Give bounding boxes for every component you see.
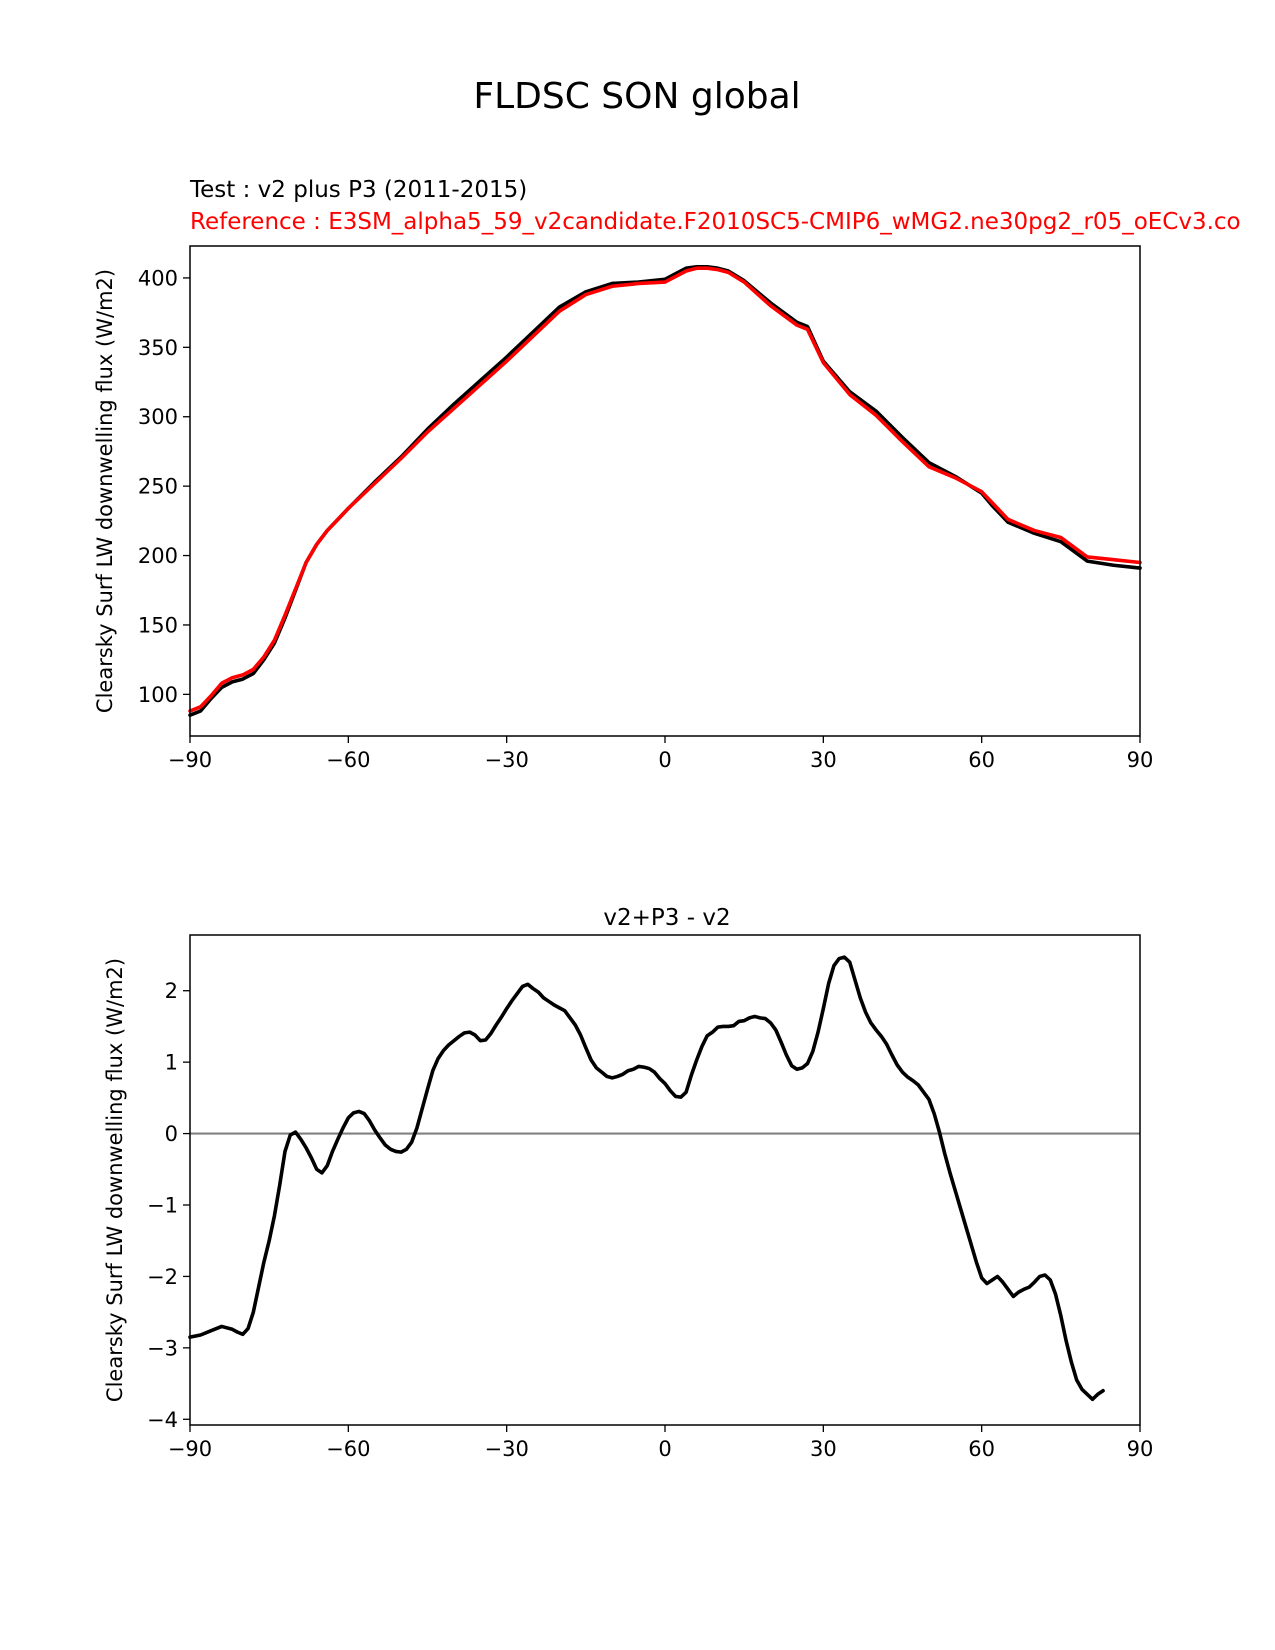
x-tick-label: 90 [1127, 748, 1154, 772]
reference-label: Reference : E3SM_alpha5_59_v2candidate.F… [190, 209, 1241, 235]
y-tick-label: −2 [147, 1265, 178, 1289]
x-tick-label: 0 [658, 1437, 671, 1461]
x-tick-label: 60 [968, 1437, 995, 1461]
y-tick-label: 0 [165, 1122, 178, 1146]
top-y-axis-label: Clearsky Surf LW downwelling flux (W/m2) [93, 269, 117, 713]
top-axes-frame [189, 245, 1141, 737]
top-chart: Test : v2 plus P3 (2011-2015) Reference … [93, 177, 1241, 772]
x-tick-label: 30 [810, 748, 837, 772]
y-tick-label: 100 [138, 683, 178, 707]
y-tick-label: −3 [147, 1336, 178, 1360]
x-tick-label: 30 [810, 1437, 837, 1461]
bottom-chart-title: v2+P3 - v2 [603, 905, 730, 931]
x-tick-label: 0 [658, 748, 671, 772]
y-tick-label: −4 [147, 1408, 178, 1432]
bottom-y-axis-label: Clearsky Surf LW downwelling flux (W/m2) [103, 958, 127, 1402]
x-tick-label: −60 [326, 748, 370, 772]
test-label: Test : v2 plus P3 (2011-2015) [189, 177, 527, 203]
x-tick-label: −30 [485, 748, 529, 772]
top-ticks: −90 −60 −30 0 30 60 90 100 150 200 250 300 350 400 [138, 266, 1153, 772]
y-tick-label: 200 [138, 544, 178, 568]
y-tick-label: 400 [138, 266, 178, 290]
x-tick-label: −60 [326, 1437, 370, 1461]
y-tick-label: 2 [165, 979, 178, 1003]
figure-title: FLDSC SON global [473, 76, 800, 117]
bottom-ticks: −90 −60 −30 0 30 60 90 −4 −3 −2 −1 0 1 2 [147, 979, 1153, 1461]
bottom-lines [188, 955, 1140, 1402]
bottom-chart: v2+P3 - v2 −90 −60 −30 0 30 60 90 −4 −3 −2 −1 0 1 2 C… [103, 905, 1153, 1461]
series-line-reference [188, 266, 1142, 713]
y-tick-label: 1 [165, 1051, 178, 1075]
y-tick-label: 150 [138, 613, 178, 637]
series-line-difference [188, 955, 1105, 1402]
x-tick-label: −90 [168, 1437, 212, 1461]
bottom-axes-frame [189, 934, 1141, 1426]
x-tick-label: 60 [968, 748, 995, 772]
top-lines [188, 265, 1142, 717]
y-tick-label: 300 [138, 405, 178, 429]
y-tick-label: 250 [138, 475, 178, 499]
y-tick-label: −1 [147, 1194, 178, 1218]
y-tick-label: 350 [138, 336, 178, 360]
x-tick-label: −30 [485, 1437, 529, 1461]
x-tick-label: 90 [1127, 1437, 1154, 1461]
x-tick-label: −90 [168, 748, 212, 772]
